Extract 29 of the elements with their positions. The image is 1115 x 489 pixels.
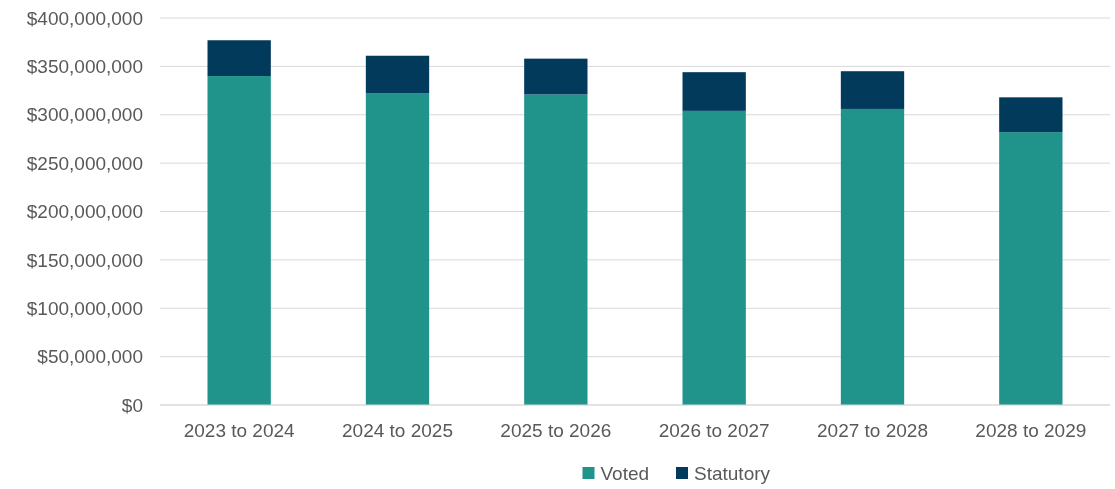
- bar: [524, 58, 588, 95]
- bar: [524, 94, 588, 405]
- bar: [207, 76, 271, 405]
- y-tick-label: $150,000,000: [26, 249, 143, 271]
- x-tick-label: 2025 to 2026: [500, 420, 612, 441]
- bar: [999, 97, 1063, 133]
- bar: [207, 40, 271, 77]
- bar: [840, 108, 905, 405]
- y-tick-label: $250,000,000: [26, 152, 143, 174]
- y-tick-label: $350,000,000: [26, 56, 143, 78]
- legend-label: Voted: [600, 462, 650, 484]
- x-tick-label: 2023 to 2024: [183, 420, 296, 441]
- x-tick-label: 2026 to 2027: [658, 420, 770, 441]
- bar: [365, 93, 430, 405]
- bar: [840, 71, 905, 109]
- bar: [999, 132, 1063, 405]
- x-tick-label: 2028 to 2029: [975, 420, 1087, 441]
- y-tick-label: $100,000,000: [26, 297, 143, 319]
- x-tick-label: 2027 to 2028: [817, 420, 928, 441]
- y-tick-label: $50,000,000: [37, 346, 143, 368]
- bar: [682, 110, 746, 405]
- bar: [682, 72, 746, 111]
- x-tick-label: 2024 to 2025: [342, 420, 453, 441]
- y-tick-label: $400,000,000: [26, 7, 143, 29]
- y-tick-label: $200,000,000: [26, 201, 143, 223]
- y-tick-label: $0: [121, 394, 143, 416]
- bar: [365, 55, 430, 94]
- legend-label: Statutory: [694, 462, 771, 484]
- y-tick-label: $300,000,000: [26, 104, 143, 126]
